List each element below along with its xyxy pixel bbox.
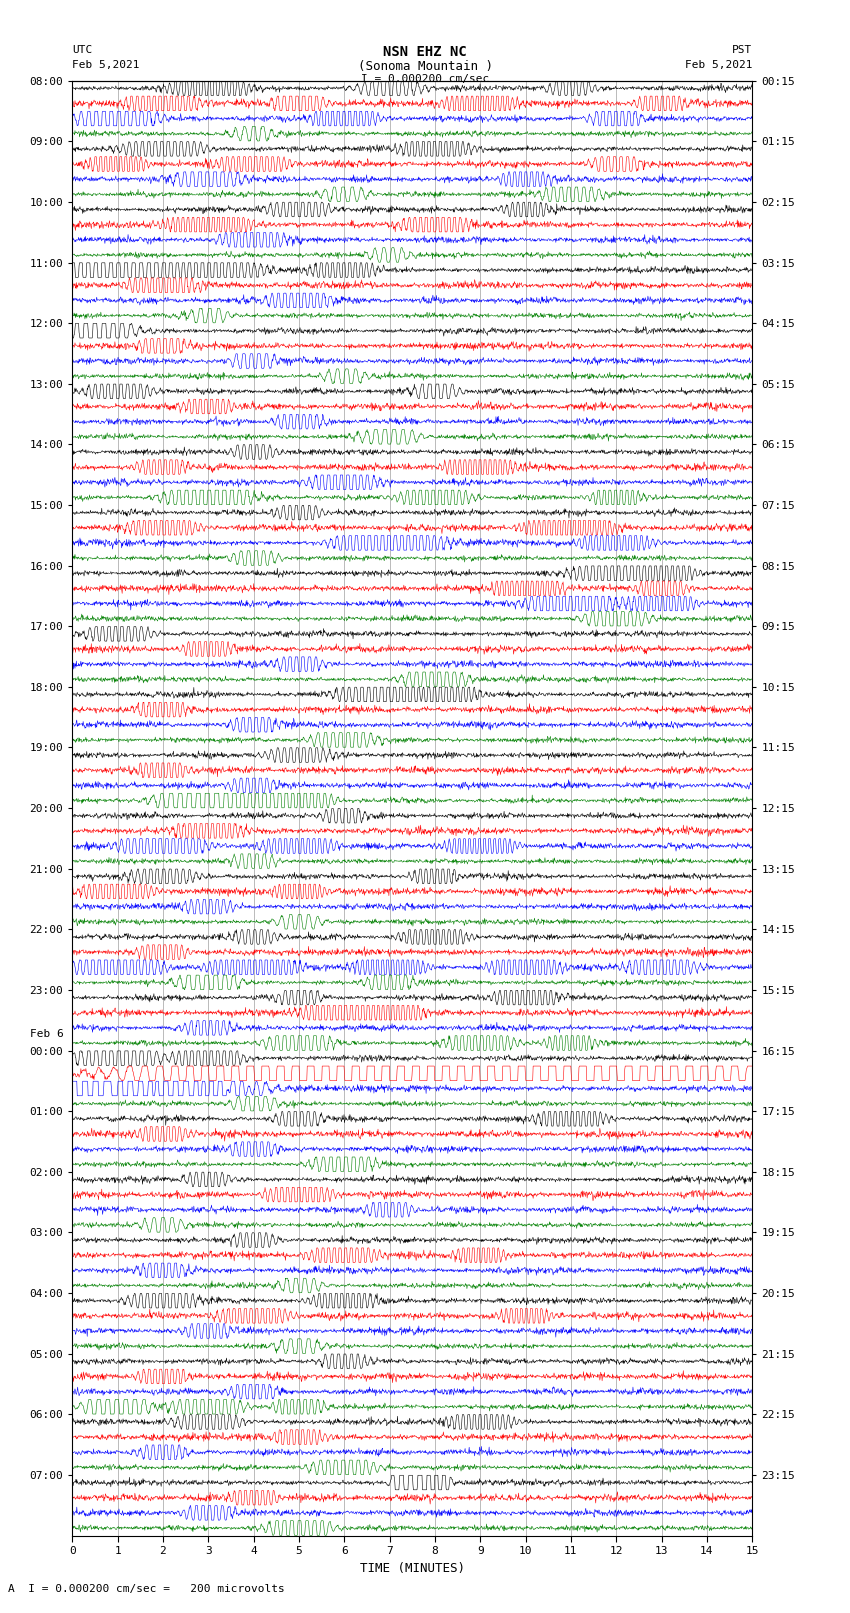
Text: A  I = 0.000200 cm/sec =   200 microvolts: A I = 0.000200 cm/sec = 200 microvolts (8, 1584, 286, 1594)
Text: PST: PST (732, 45, 752, 55)
Text: (Sonoma Mountain ): (Sonoma Mountain ) (358, 60, 492, 73)
Text: Feb 5,2021: Feb 5,2021 (685, 60, 752, 69)
Text: UTC: UTC (72, 45, 93, 55)
Text: I = 0.000200 cm/sec: I = 0.000200 cm/sec (361, 74, 489, 84)
Text: Feb 6: Feb 6 (30, 1029, 64, 1039)
X-axis label: TIME (MINUTES): TIME (MINUTES) (360, 1561, 465, 1574)
Text: Feb 5,2021: Feb 5,2021 (72, 60, 139, 69)
Text: NSN EHZ NC: NSN EHZ NC (383, 45, 467, 60)
